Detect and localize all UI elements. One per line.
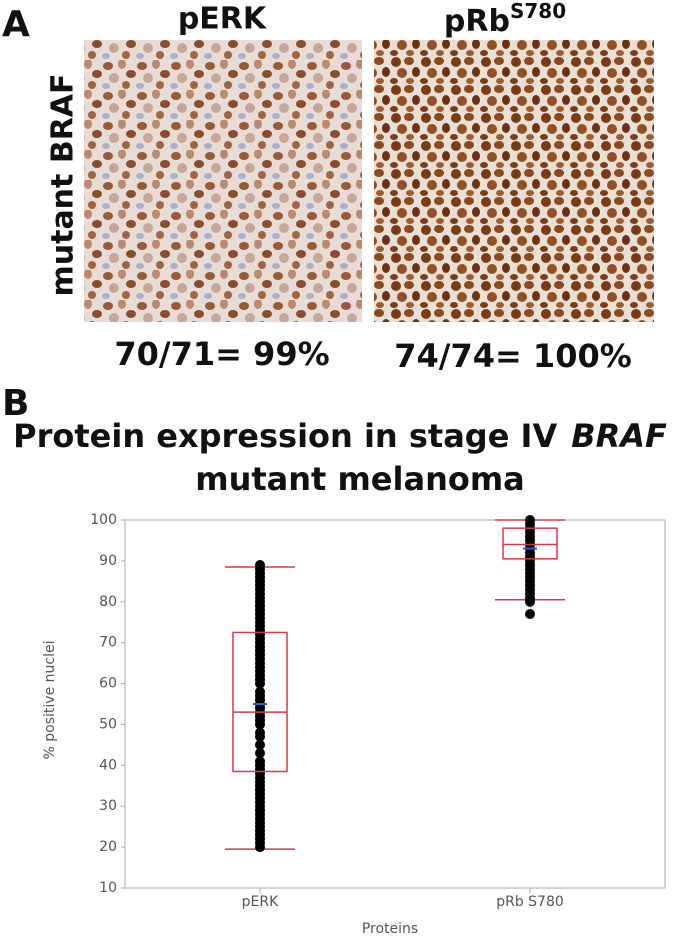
panel-label: B — [2, 383, 29, 424]
data-point — [255, 739, 265, 750]
micrograph — [84, 40, 362, 322]
caption: 70/71= 99% — [114, 335, 329, 373]
column-label: pERK — [178, 2, 268, 37]
column-label: pRbS780 — [444, 0, 566, 39]
data-point — [255, 686, 265, 697]
row-label: mutant BRAF — [46, 73, 81, 296]
title-part: BRAF — [571, 417, 667, 455]
chart-title: mutant melanoma — [195, 460, 525, 498]
data-point — [525, 609, 535, 620]
panel-label: A — [2, 4, 30, 45]
caption: 74/74= 100% — [394, 337, 632, 375]
box — [232, 631, 288, 773]
chart-title: Protein expression in stage IV BRAF — [13, 417, 667, 455]
data-point — [255, 756, 265, 767]
y-tick-label: 70 — [99, 635, 117, 651]
y-tick-label: 90 — [99, 553, 117, 569]
x-axis-label: Proteins — [362, 921, 418, 937]
y-tick-label: 60 — [99, 676, 117, 692]
y-tick-label: 40 — [99, 757, 117, 773]
y-tick-label: 30 — [99, 798, 117, 814]
x-tick-label: pERK — [242, 894, 279, 910]
x-tick-label: pRb S780 — [496, 894, 564, 910]
plot: 10 20 30 40 50 60 70 80 90 100 pERK pRb S780 — [90, 512, 565, 910]
y-axis-label: % positive nuclei — [42, 641, 58, 760]
data-point — [525, 515, 535, 525]
y-tick-label: 20 — [99, 839, 117, 855]
data-point — [255, 727, 265, 738]
y-tick-label: 50 — [99, 716, 117, 732]
column-label-superscript: S780 — [510, 0, 566, 23]
title-part: Protein expression in stage IV — [13, 417, 557, 455]
y-tick-label: 80 — [99, 594, 117, 610]
y-tick-label: 10 — [99, 880, 117, 896]
micrograph — [374, 40, 654, 322]
data-point — [255, 748, 265, 759]
box — [502, 527, 558, 560]
y-tick-label: 100 — [90, 512, 117, 528]
data-point — [255, 559, 265, 570]
plot-frame — [124, 519, 666, 889]
column-label-main: pRb — [444, 4, 510, 39]
